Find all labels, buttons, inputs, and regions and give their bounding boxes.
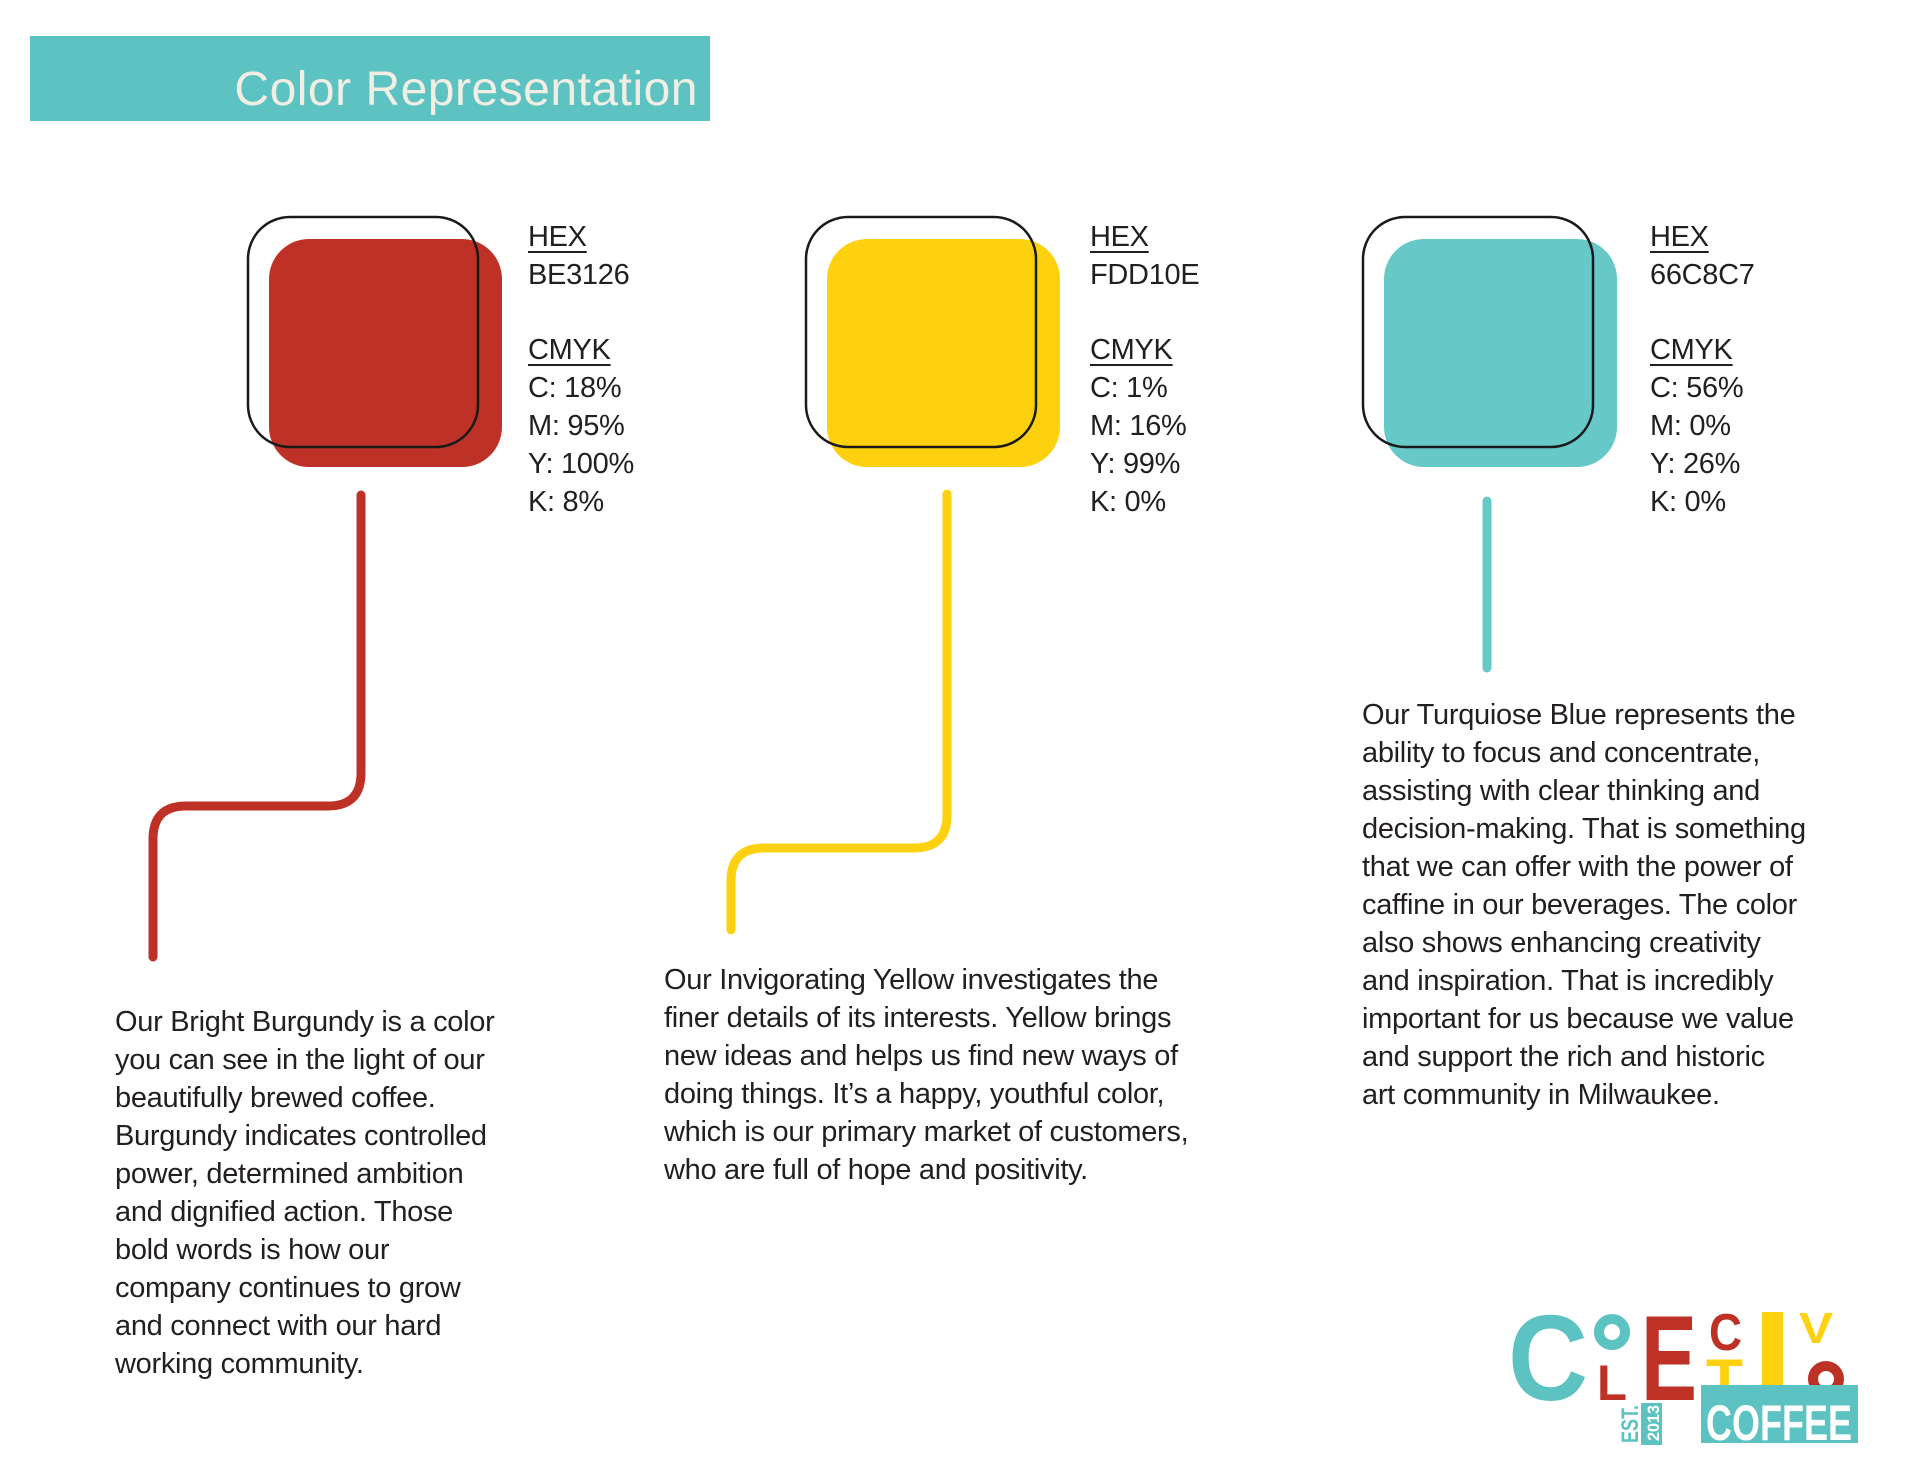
cmyk-label: CMYK — [528, 334, 611, 366]
logo-letter-c2: C — [1709, 1304, 1742, 1362]
swatch-outline — [1361, 215, 1595, 449]
hex-value: BE3126 — [528, 259, 630, 291]
hex-label: HEX — [528, 221, 587, 253]
cmyk-y: Y: 26% — [1650, 448, 1741, 480]
swatch-yellow — [804, 215, 1060, 467]
swatch-turquoise — [1361, 215, 1617, 467]
cmyk-label: CMYK — [1090, 334, 1173, 366]
cmyk-m: M: 0% — [1650, 410, 1731, 442]
hex-label: HEX — [1650, 221, 1709, 253]
cmyk-y: Y: 100% — [528, 448, 634, 480]
connector-line-burgundy — [148, 490, 366, 962]
hex-value: 66C8C7 — [1650, 259, 1755, 291]
logo-letter-i — [1762, 1312, 1783, 1401]
swatch-burgundy — [246, 215, 502, 467]
description-turquoise: Our Turquiose Blue represents the abilit… — [1362, 699, 1806, 1111]
colectivo-coffee-logo: C L E C T V COFFEE EST. 2013 — [1508, 1290, 1858, 1451]
cmyk-k: K: 8% — [528, 486, 604, 518]
page-title: Color Representation — [234, 62, 698, 116]
logo-letter-v: V — [1799, 1304, 1834, 1353]
header-banner: Color Representation — [30, 36, 710, 121]
swatch-fill-yellow — [827, 239, 1060, 467]
logo-est-text: EST. — [1617, 1405, 1644, 1443]
cmyk-y: Y: 99% — [1090, 448, 1181, 480]
logo-letter-c1: C — [1508, 1290, 1588, 1426]
swatch-fill-burgundy — [269, 239, 502, 467]
cmyk-c: C: 18% — [528, 372, 622, 404]
connector-line-yellow — [726, 489, 952, 935]
cmyk-k: K: 0% — [1650, 486, 1726, 518]
cmyk-c: C: 56% — [1650, 372, 1744, 404]
description-burgundy: Our Bright Burgundy is a color you can s… — [115, 1006, 495, 1380]
cmyk-label: CMYK — [1650, 334, 1733, 366]
color-info-turquoise: HEX 66C8C7 CMYK C: 56% M: 0% Y: 26% K: 0… — [1650, 218, 1755, 521]
description-yellow: Our Invigorating Yellow investigates the… — [664, 964, 1189, 1186]
hex-label: HEX — [1090, 221, 1149, 253]
hex-value: FDD10E — [1090, 259, 1200, 291]
swatch-fill-turquoise — [1384, 239, 1617, 467]
cmyk-m: M: 16% — [1090, 410, 1187, 442]
logo-letter-o1 — [1594, 1314, 1630, 1350]
logo-year-text: 2013 — [1644, 1405, 1663, 1441]
swatch-outline — [246, 215, 480, 449]
cmyk-k: K: 0% — [1090, 486, 1166, 518]
logo-coffee-text: COFFEE — [1706, 1395, 1852, 1451]
swatch-outline — [804, 215, 1038, 449]
cmyk-c: C: 1% — [1090, 372, 1168, 404]
color-info-yellow: HEX FDD10E CMYK C: 1% M: 16% Y: 99% K: 0… — [1090, 218, 1200, 521]
logo-letter-l: L — [1597, 1355, 1627, 1411]
logo-year-block — [1641, 1403, 1662, 1445]
cmyk-m: M: 95% — [528, 410, 625, 442]
logo-coffee-band — [1701, 1385, 1858, 1443]
color-info-burgundy: HEX BE3126 CMYK C: 18% M: 95% Y: 100% K:… — [528, 218, 634, 521]
